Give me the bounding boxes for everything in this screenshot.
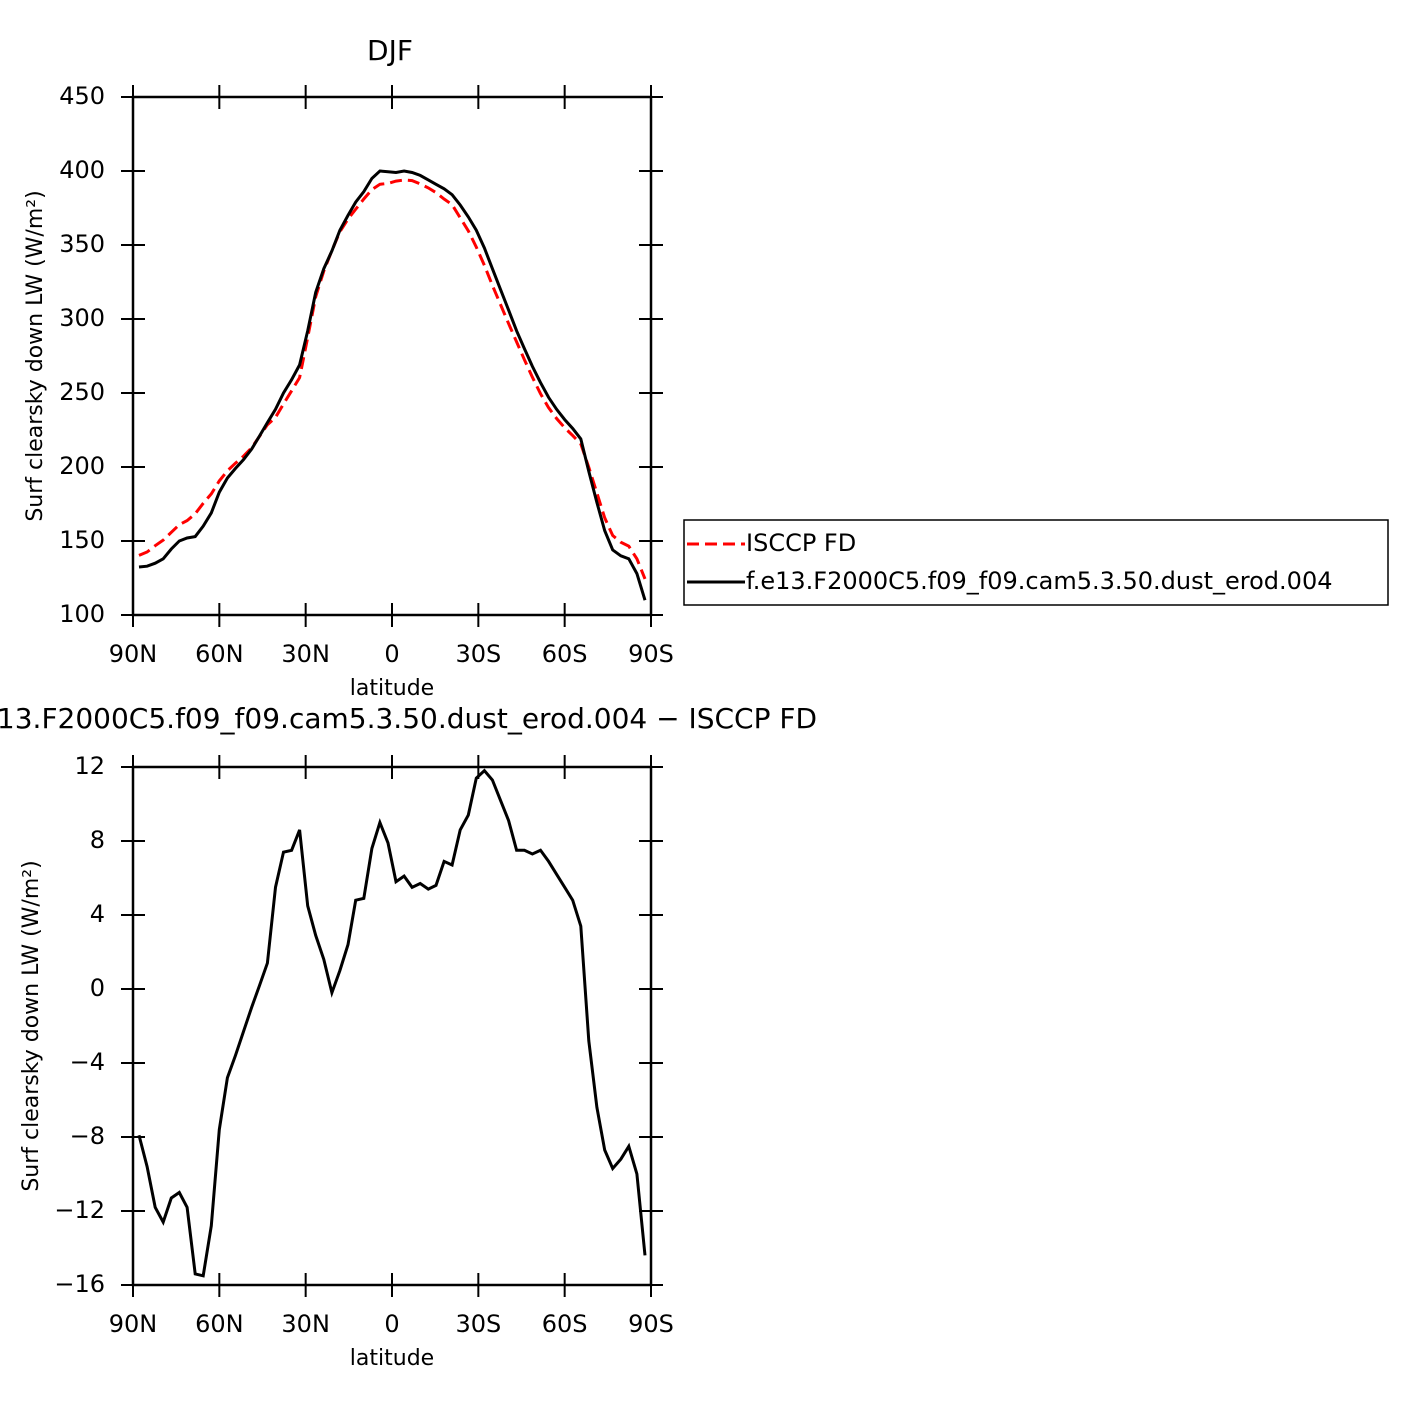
y-tick-label: 200 [59, 452, 105, 480]
y-tick-label: 4 [90, 900, 105, 928]
y-tick-label: 300 [59, 304, 105, 332]
x-tick-label: 30N [281, 640, 330, 668]
data-line [137, 768, 647, 1278]
x-tick-label: 90S [628, 1310, 674, 1338]
x-tick-label: 30S [455, 640, 501, 668]
x-tick-label: 90N [109, 1310, 158, 1338]
y-tick-label: −4 [70, 1048, 105, 1076]
data-line [138, 178, 647, 580]
legend-label: f.e13.F2000C5.f09_f09.cam5.3.50.dust_ero… [746, 567, 1332, 595]
y-tick-label: −8 [70, 1122, 105, 1150]
data-line [138, 169, 647, 601]
x-axis-label: latitude [350, 1346, 434, 1371]
y-tick-label: −12 [54, 1196, 105, 1224]
y-tick-label: 400 [59, 156, 105, 184]
y-tick-label: 150 [59, 526, 105, 554]
y-tick-label: 350 [59, 230, 105, 258]
plot-frame [131, 765, 653, 1287]
x-tick-label: 60S [542, 640, 588, 668]
legend-box [683, 519, 1389, 606]
x-tick-label: 60N [195, 640, 244, 668]
x-tick-label: 0 [384, 1310, 399, 1338]
x-tick-label: 0 [384, 640, 399, 668]
x-axis-label: latitude [350, 676, 434, 701]
y-tick-label: 250 [59, 378, 105, 406]
chart-title: DJF [367, 34, 413, 67]
x-tick-label: 30S [455, 1310, 501, 1338]
y-tick-label: 12 [74, 752, 105, 780]
x-tick-label: 60S [542, 1310, 588, 1338]
y-tick-label: 100 [59, 600, 105, 628]
y-tick-label: 8 [90, 826, 105, 854]
y-axis-label: Surf clearsky down LW (W/m²) [19, 860, 44, 1191]
y-tick-label: 450 [59, 82, 105, 110]
x-tick-label: 90S [628, 640, 674, 668]
y-tick-label: −16 [54, 1270, 105, 1298]
x-tick-label: 30N [281, 1310, 330, 1338]
y-axis-label: Surf clearsky down LW (W/m²) [23, 190, 48, 521]
plot-frame [131, 95, 653, 617]
chart-title: f.e13.F2000C5.f09_f09.cam5.3.50.dust_ero… [0, 702, 817, 735]
legend-label: ISCCP FD [746, 529, 856, 557]
y-tick-label: 0 [90, 974, 105, 1002]
x-tick-label: 60N [195, 1310, 244, 1338]
x-tick-label: 90N [109, 640, 158, 668]
